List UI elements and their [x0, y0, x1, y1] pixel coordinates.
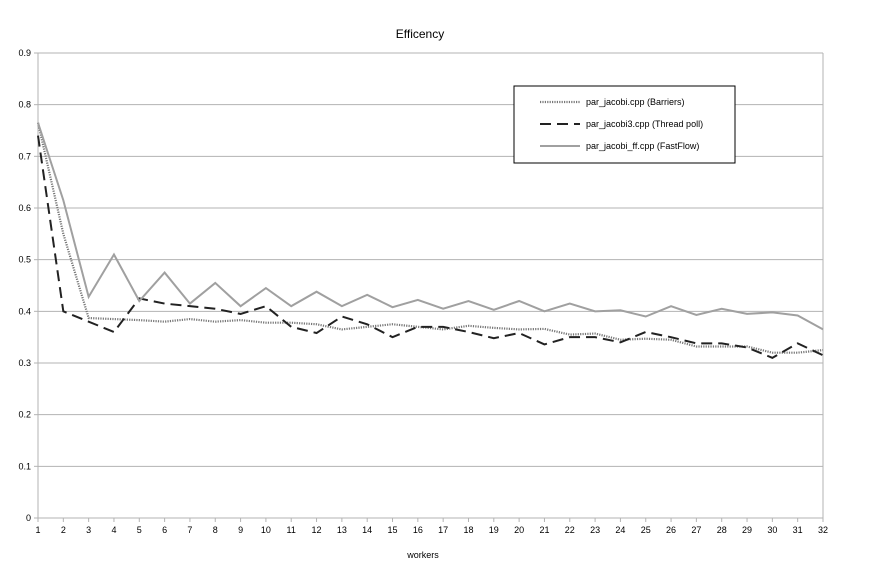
x-tick-label: 6 [162, 525, 167, 535]
axes: 00.10.20.30.40.50.60.70.80.91 2 3 4 5 6 7 8 9 10 1… [18, 48, 828, 535]
x-tick-label: 10 [261, 525, 271, 535]
x-tick-label: 24 [615, 525, 625, 535]
x-tick-label: 2 [61, 525, 66, 535]
y-tick-label: 0.6 [18, 203, 31, 213]
x-tick-label: 3 [86, 525, 91, 535]
x-tick-label: 16 [413, 525, 423, 535]
x-tick-label: 31 [793, 525, 803, 535]
x-tick-label: 22 [565, 525, 575, 535]
x-tick-label: 12 [312, 525, 322, 535]
grid-lines [38, 52, 823, 467]
series-line-1 [36, 122, 824, 354]
y-tick-label: 0.1 [18, 461, 31, 471]
y-tick-label: 0.2 [18, 410, 31, 420]
x-tick-label: 30 [767, 525, 777, 535]
y-tick-label: 0.7 [18, 151, 31, 161]
y-tick-label: 0.9 [18, 48, 31, 58]
y-tick-label: 0.4 [18, 306, 31, 316]
chart-title: Efficency [396, 27, 444, 41]
y-tick-label: 0.5 [18, 255, 31, 265]
x-axis-label: workers [406, 550, 439, 560]
x-tick-label: 7 [187, 525, 192, 535]
x-tick-label: 5 [137, 525, 142, 535]
x-tick-label: 28 [717, 525, 727, 535]
x-tick-label: 17 [438, 525, 448, 535]
legend-label-2: par_jacobi3.cpp (Thread poll) [586, 119, 703, 129]
x-tick-label: 23 [590, 525, 600, 535]
series-lines [36, 122, 824, 359]
x-tick-label: 29 [742, 525, 752, 535]
x-tick-label: 11 [287, 525, 296, 535]
x-tick-label: 8 [213, 525, 218, 535]
y-tick-label: 0.8 [18, 100, 31, 110]
x-tick-label: 19 [489, 525, 499, 535]
x-tick-label: 13 [337, 525, 347, 535]
x-tick-label: 27 [691, 525, 701, 535]
y-tick-label: 0 [26, 513, 31, 523]
legend-label-1: par_jacobi.cpp (Barriers) [586, 97, 685, 107]
x-tick-label: 21 [539, 525, 549, 535]
x-tick-label: 20 [514, 525, 524, 535]
x-tick-label: 14 [362, 525, 372, 535]
x-tick-label: 1 [35, 525, 40, 535]
x-tick-label: 26 [666, 525, 676, 535]
series-line-3 [37, 122, 824, 331]
x-tick-label: 18 [463, 525, 473, 535]
x-tick-label: 4 [111, 525, 116, 535]
x-tick-label: 32 [818, 525, 828, 535]
x-tick-label: 25 [641, 525, 651, 535]
series-line-2 [37, 135, 824, 359]
legend: par_jacobi.cpp (Barriers) par_jacobi3.cpp… [513, 85, 736, 164]
x-tick-label: 15 [388, 525, 398, 535]
x-tick-label: 9 [238, 525, 243, 535]
y-tick-label: 0.3 [18, 358, 31, 368]
legend-label-3: par_jacobi_ff.cpp (FastFlow) [586, 141, 699, 151]
